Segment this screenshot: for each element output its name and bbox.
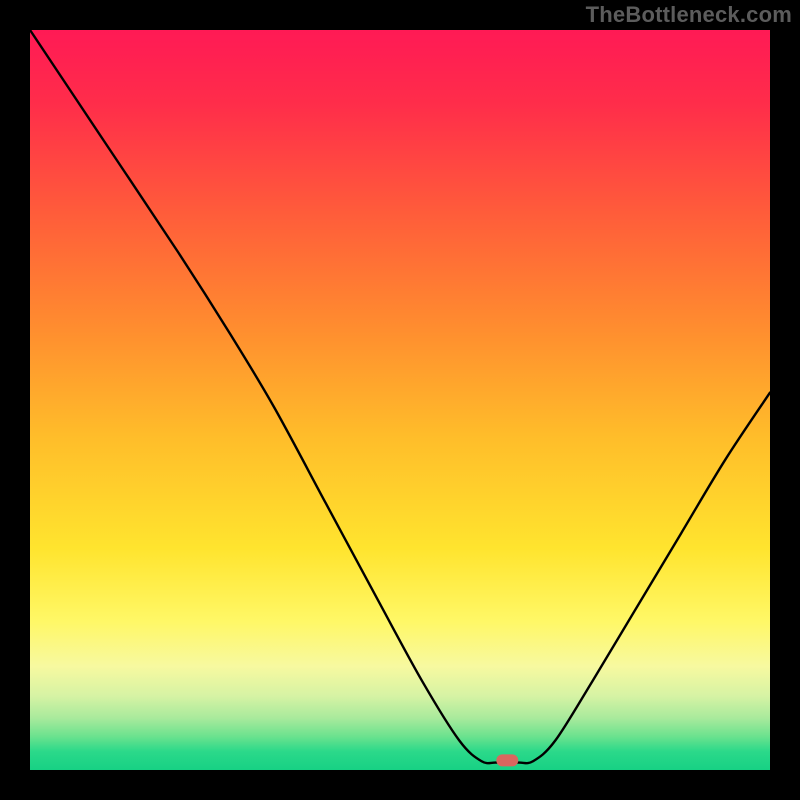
chart-container: TheBottleneck.com <box>0 0 800 800</box>
plot-area <box>30 30 770 770</box>
watermark-text: TheBottleneck.com <box>586 2 792 28</box>
optimum-marker <box>496 754 518 766</box>
plot-svg <box>30 30 770 770</box>
gradient-background <box>30 30 770 770</box>
